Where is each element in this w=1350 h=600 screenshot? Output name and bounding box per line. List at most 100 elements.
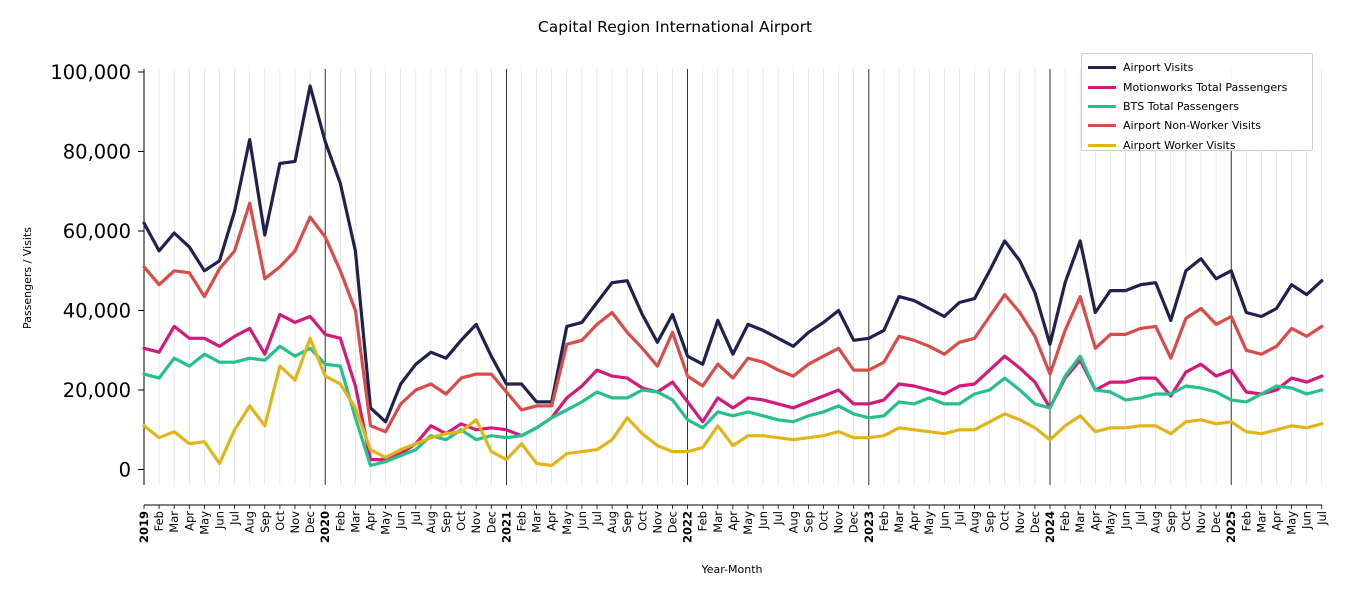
x-tick-label: Feb bbox=[1058, 511, 1072, 531]
x-tick-label: Aug bbox=[605, 511, 619, 533]
x-tick-label: Apr bbox=[1088, 511, 1102, 531]
legend-item: Motionworks Total Passengers bbox=[1088, 77, 1306, 96]
x-tick-label: May bbox=[197, 511, 211, 535]
y-tick-label: 20,000 bbox=[63, 379, 131, 402]
x-tick-label: Jul bbox=[1134, 511, 1148, 526]
x-tick-label: Aug bbox=[786, 511, 800, 533]
x-tick-label: Mar bbox=[1073, 511, 1087, 533]
x-tick-label: Aug bbox=[968, 511, 982, 533]
x-tick-label: Apr bbox=[1270, 511, 1284, 531]
x-tick-label: Mar bbox=[711, 511, 725, 533]
x-tick-label: 2022 bbox=[681, 511, 695, 543]
x-tick-label: Aug bbox=[424, 511, 438, 533]
x-axis-label: Year-Month bbox=[700, 563, 762, 576]
x-tick-label: Jul bbox=[952, 511, 966, 526]
x-tick-label: Jun bbox=[394, 511, 408, 530]
x-tick-label: Sep bbox=[801, 511, 815, 533]
x-tick-label: May bbox=[560, 511, 574, 535]
x-tick-label: Oct bbox=[635, 511, 649, 531]
y-tick-label: 80,000 bbox=[63, 141, 131, 164]
x-tick-label: Aug bbox=[1149, 511, 1163, 533]
x-tick-label: 2025 bbox=[1224, 511, 1238, 543]
x-tick-label: May bbox=[741, 511, 755, 535]
y-tick-label: 60,000 bbox=[63, 220, 131, 243]
x-tick-label: Jul bbox=[1315, 511, 1329, 526]
legend-swatch bbox=[1088, 124, 1116, 128]
legend-item: BTS Total Passengers bbox=[1088, 97, 1306, 116]
x-tick-label: Sep bbox=[439, 511, 453, 533]
x-tick-label: Mar bbox=[530, 511, 544, 533]
x-tick-label: Jul bbox=[409, 511, 423, 526]
x-tick-label: Sep bbox=[258, 511, 272, 533]
x-tick-label: Jul bbox=[590, 511, 604, 526]
x-tick-label: Jul bbox=[771, 511, 785, 526]
legend-swatch bbox=[1088, 85, 1116, 89]
x-tick-label: Nov bbox=[832, 511, 846, 534]
series-lines bbox=[142, 84, 1324, 468]
legend-swatch bbox=[1088, 104, 1116, 108]
x-tick-label: May bbox=[1285, 511, 1299, 535]
x-tick-label: Apr bbox=[545, 511, 559, 531]
x-tick-label: Feb bbox=[696, 511, 710, 531]
axes bbox=[138, 69, 1323, 509]
x-tick-label: Mar bbox=[167, 511, 181, 533]
chart-title: Capital Region International Airport bbox=[537, 18, 813, 36]
legend-label: Airport Non-Worker Visits bbox=[1123, 119, 1262, 133]
series-line-motionworks-total-passengers bbox=[142, 312, 1324, 462]
x-tick-label: Feb bbox=[877, 511, 891, 531]
legend-item: Airport Worker Visits bbox=[1088, 136, 1306, 155]
x-tick-label: Jun bbox=[937, 511, 951, 530]
x-tick-label: Mar bbox=[892, 511, 906, 533]
x-tick-label: Feb bbox=[333, 511, 347, 531]
x-tick-label: May bbox=[379, 511, 393, 535]
x-tick-label: Oct bbox=[998, 511, 1012, 531]
chart-legend: Airport Visits Motionworks Total Passenge… bbox=[1081, 53, 1313, 152]
x-tick-label: Sep bbox=[1164, 511, 1178, 533]
legend-label: Motionworks Total Passengers bbox=[1123, 80, 1288, 94]
x-tick-label: Feb bbox=[152, 511, 166, 531]
y-axis-label: Passengers / Visits bbox=[21, 227, 34, 329]
x-tick-label: May bbox=[1103, 511, 1117, 535]
x-tick-label: Dec bbox=[666, 511, 680, 533]
x-tick-label: Nov bbox=[1013, 511, 1027, 534]
x-tick-label: Apr bbox=[907, 511, 921, 531]
x-tick-label: Mar bbox=[348, 511, 362, 533]
x-tick-label: Nov bbox=[288, 511, 302, 534]
x-tick-label: Dec bbox=[847, 511, 861, 533]
legend-item: Airport Non-Worker Visits bbox=[1088, 116, 1306, 135]
y-tick-label: 0 bbox=[119, 459, 131, 482]
x-tick-label: Apr bbox=[364, 511, 378, 531]
legend-item: Airport Visits bbox=[1088, 58, 1306, 77]
x-tick-label: Sep bbox=[983, 511, 997, 533]
x-tick-label: 2019 bbox=[137, 511, 151, 543]
x-tick-label: Nov bbox=[469, 511, 483, 534]
x-tick-label: Oct bbox=[1179, 511, 1193, 531]
x-tick-label: Aug bbox=[243, 511, 257, 533]
x-tick-label: Jun bbox=[756, 511, 770, 530]
legend-label: Airport Visits bbox=[1123, 61, 1194, 75]
x-tick-label: 2024 bbox=[1043, 511, 1057, 543]
x-tick-label: Dec bbox=[303, 511, 317, 533]
x-tick-label: 2021 bbox=[499, 511, 513, 543]
x-tick-label: Jun bbox=[575, 511, 589, 530]
x-tick-label: Nov bbox=[1194, 511, 1208, 534]
x-tick-label: Mar bbox=[1254, 511, 1268, 533]
legend-label: Airport Worker Visits bbox=[1123, 138, 1236, 152]
x-tick-label: 2023 bbox=[862, 511, 876, 543]
x-tick-label: Dec bbox=[484, 511, 498, 533]
x-tick-label: Apr bbox=[182, 511, 196, 531]
legend-swatch bbox=[1088, 66, 1116, 70]
x-tick-label: Jun bbox=[1119, 511, 1133, 530]
x-tick-label: Dec bbox=[1209, 511, 1223, 533]
x-tick-label: Feb bbox=[515, 511, 529, 531]
x-tick-label: May bbox=[922, 511, 936, 535]
series-line-bts-total-passengers bbox=[142, 344, 1324, 468]
series-line-airport-worker-visits bbox=[142, 336, 1324, 468]
x-tick-label: Feb bbox=[1239, 511, 1253, 531]
x-tick-label: 2020 bbox=[318, 511, 332, 543]
x-tick-label: Oct bbox=[273, 511, 287, 531]
series-line-airport-non-worker-visits bbox=[142, 201, 1324, 434]
series-line-airport-visits bbox=[142, 84, 1324, 424]
